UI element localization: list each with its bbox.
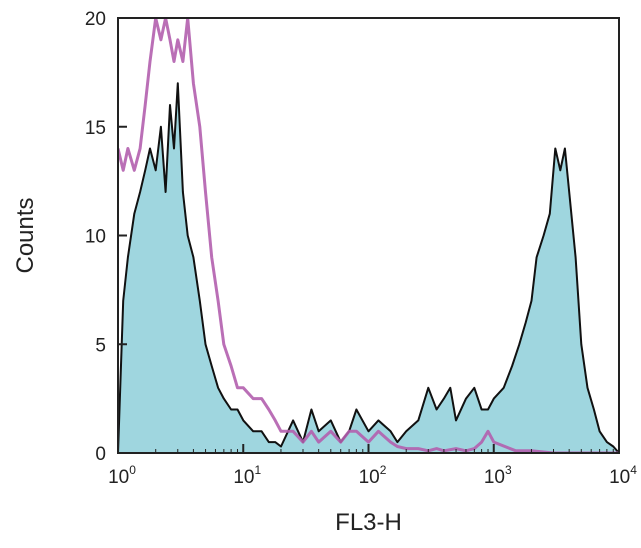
tick-layer: 100 101 102 103 104 0 5 10 15 20 <box>85 9 637 488</box>
series-filled-outline <box>118 82 619 453</box>
y-axis-title: Counts <box>12 197 39 273</box>
y-tick-label: 20 <box>85 9 106 30</box>
y-tick-label: 10 <box>85 227 106 248</box>
x-tick-label: 101 <box>233 463 261 488</box>
y-tick-label: 15 <box>85 118 106 139</box>
series-filled-area <box>118 83 619 453</box>
plot-layer <box>118 18 619 453</box>
x-tick-label: 100 <box>108 463 136 488</box>
y-tick-label: 0 <box>95 444 106 465</box>
y-tick-label: 5 <box>95 335 106 356</box>
x-tick-label: 104 <box>609 463 637 488</box>
x-tick-label: 102 <box>359 463 387 488</box>
series-magenta-line <box>118 18 619 453</box>
x-axis-title: FL3-H <box>335 509 402 536</box>
x-tick-label: 103 <box>484 463 512 488</box>
